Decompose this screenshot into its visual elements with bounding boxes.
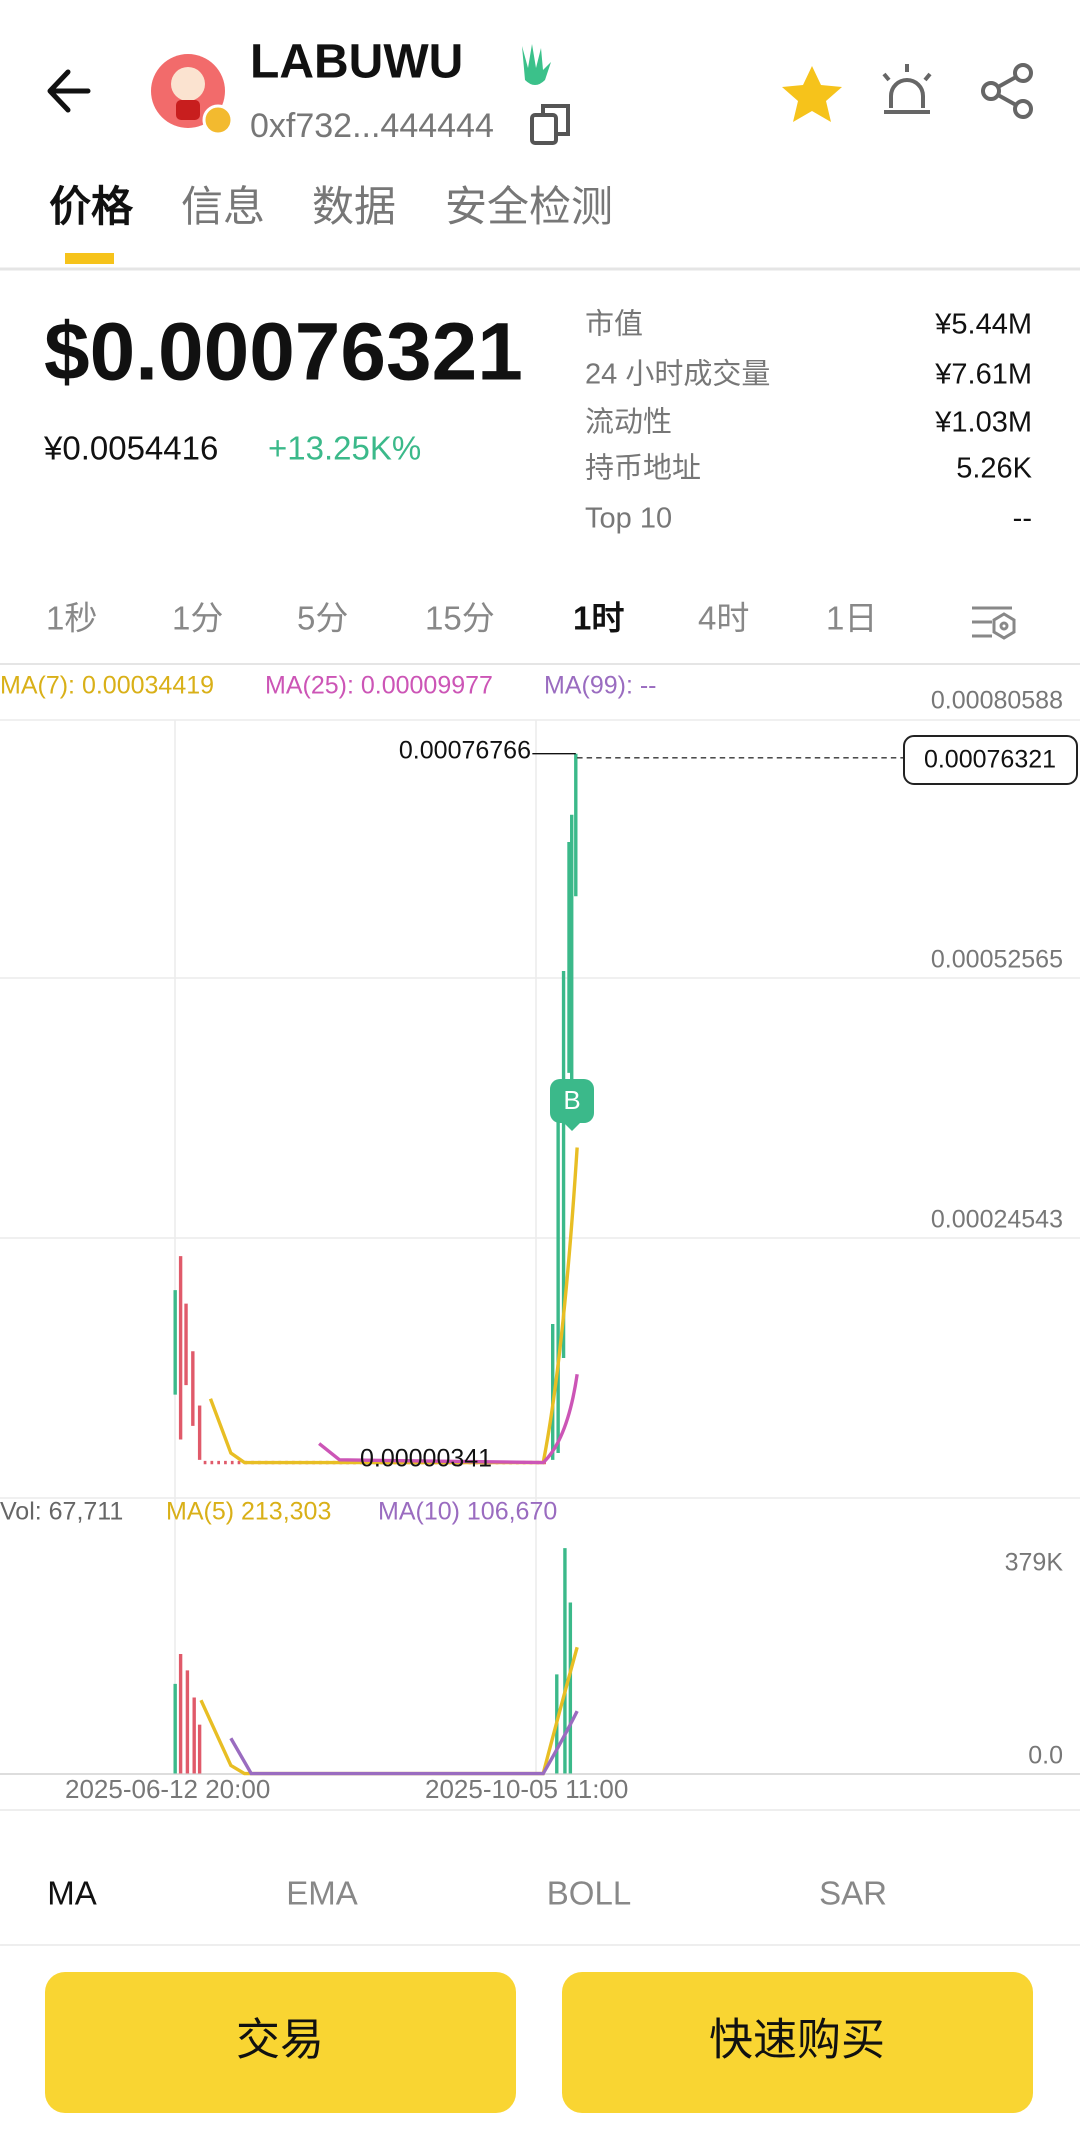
stat-label: 持币地址 [585, 452, 701, 485]
indicator-tab[interactable]: EMA [286, 1875, 358, 1912]
ma-label: MA(7): 0.00034419 [0, 672, 214, 700]
volume-axis-label: 379K [1005, 1549, 1064, 1577]
price-axis-label: 0.00080588 [931, 687, 1063, 715]
ma-label: MA(99): -- [544, 672, 657, 700]
stat-value: ¥7.61M [934, 359, 1032, 391]
contract-address: 0xf732...444444 [250, 107, 494, 145]
interval-tab[interactable]: 5分 [297, 600, 348, 637]
tab-indicator [65, 253, 114, 264]
interval-tab[interactable]: 15分 [425, 600, 495, 637]
price-axis-label: 0.00024543 [931, 1206, 1063, 1234]
stat-value: ¥5.44M [934, 309, 1032, 341]
chart-settings[interactable] [972, 606, 1016, 640]
tab[interactable]: 安全检测 [445, 183, 613, 230]
volume-label: Vol: 67,711 [0, 1498, 123, 1526]
tab[interactable]: 数据 [312, 183, 396, 230]
tab[interactable]: 价格 [49, 183, 134, 230]
wave-icon [522, 44, 551, 85]
buy-marker [550, 1079, 594, 1123]
date-label: 2025-10-05 11:00 [425, 1774, 628, 1804]
buy-marker-tip [564, 1123, 580, 1131]
interval-tab[interactable]: 1时 [573, 600, 624, 637]
volume-axis-label: 0.0 [1028, 1742, 1063, 1770]
current-price-label: 0.00076321 [924, 746, 1056, 774]
low-label: 0.00000341 [360, 1445, 492, 1473]
button-label[interactable]: 快速购买 [709, 2016, 885, 2065]
button-label[interactable]: 交易 [236, 2016, 324, 2065]
stat-value: -- [1013, 503, 1032, 535]
quick-buy-button[interactable] [562, 1972, 1033, 2113]
stat-label: 流动性 [585, 406, 672, 439]
interval-tab[interactable]: 1日 [826, 600, 877, 637]
indicator-tab[interactable]: SAR [819, 1875, 887, 1912]
alert-button[interactable] [882, 64, 932, 114]
copy-button[interactable] [530, 104, 570, 145]
interval-tab[interactable]: 1秒 [46, 600, 97, 637]
high-label: 0.00076766 [399, 737, 531, 765]
chart-grid [0, 719, 1080, 1811]
interval-tab[interactable]: 4时 [698, 600, 749, 637]
indicator-tab[interactable]: BOLL [547, 1875, 631, 1912]
stat-label: Top 10 [585, 503, 672, 535]
current-price-box [903, 735, 1078, 785]
trade-button[interactable] [45, 1972, 516, 2113]
buy-marker-label: B [563, 1085, 580, 1115]
stat-value: 5.26K [956, 453, 1032, 485]
price-cny: ¥0.0054416 [43, 430, 218, 467]
stat-label: 市值 [585, 308, 643, 341]
token-avatar [151, 54, 234, 136]
ma-label: MA(25): 0.00009977 [265, 672, 493, 700]
interval-tab[interactable]: 1分 [172, 600, 223, 637]
volume-label: MA(5) 213,303 [166, 1498, 331, 1526]
token-name: LABUWU [250, 36, 463, 89]
volume-label: MA(10) 106,670 [378, 1498, 557, 1526]
indicator-tab[interactable]: MA [47, 1875, 97, 1912]
share-button[interactable] [981, 63, 1033, 119]
back-button[interactable] [47, 69, 91, 113]
price-axis-label: 0.00052565 [931, 946, 1063, 974]
price-change: +13.25K% [268, 430, 421, 467]
stat-value: ¥1.03M [934, 407, 1032, 439]
price-usd: $0.00076321 [44, 307, 523, 398]
candlestick-chart [173, 753, 905, 1776]
date-label: 2025-06-12 20:00 [65, 1774, 270, 1804]
stat-label: 24 小时成交量 [585, 358, 770, 391]
favorite-button[interactable] [782, 66, 842, 122]
tab[interactable]: 信息 [181, 183, 265, 230]
